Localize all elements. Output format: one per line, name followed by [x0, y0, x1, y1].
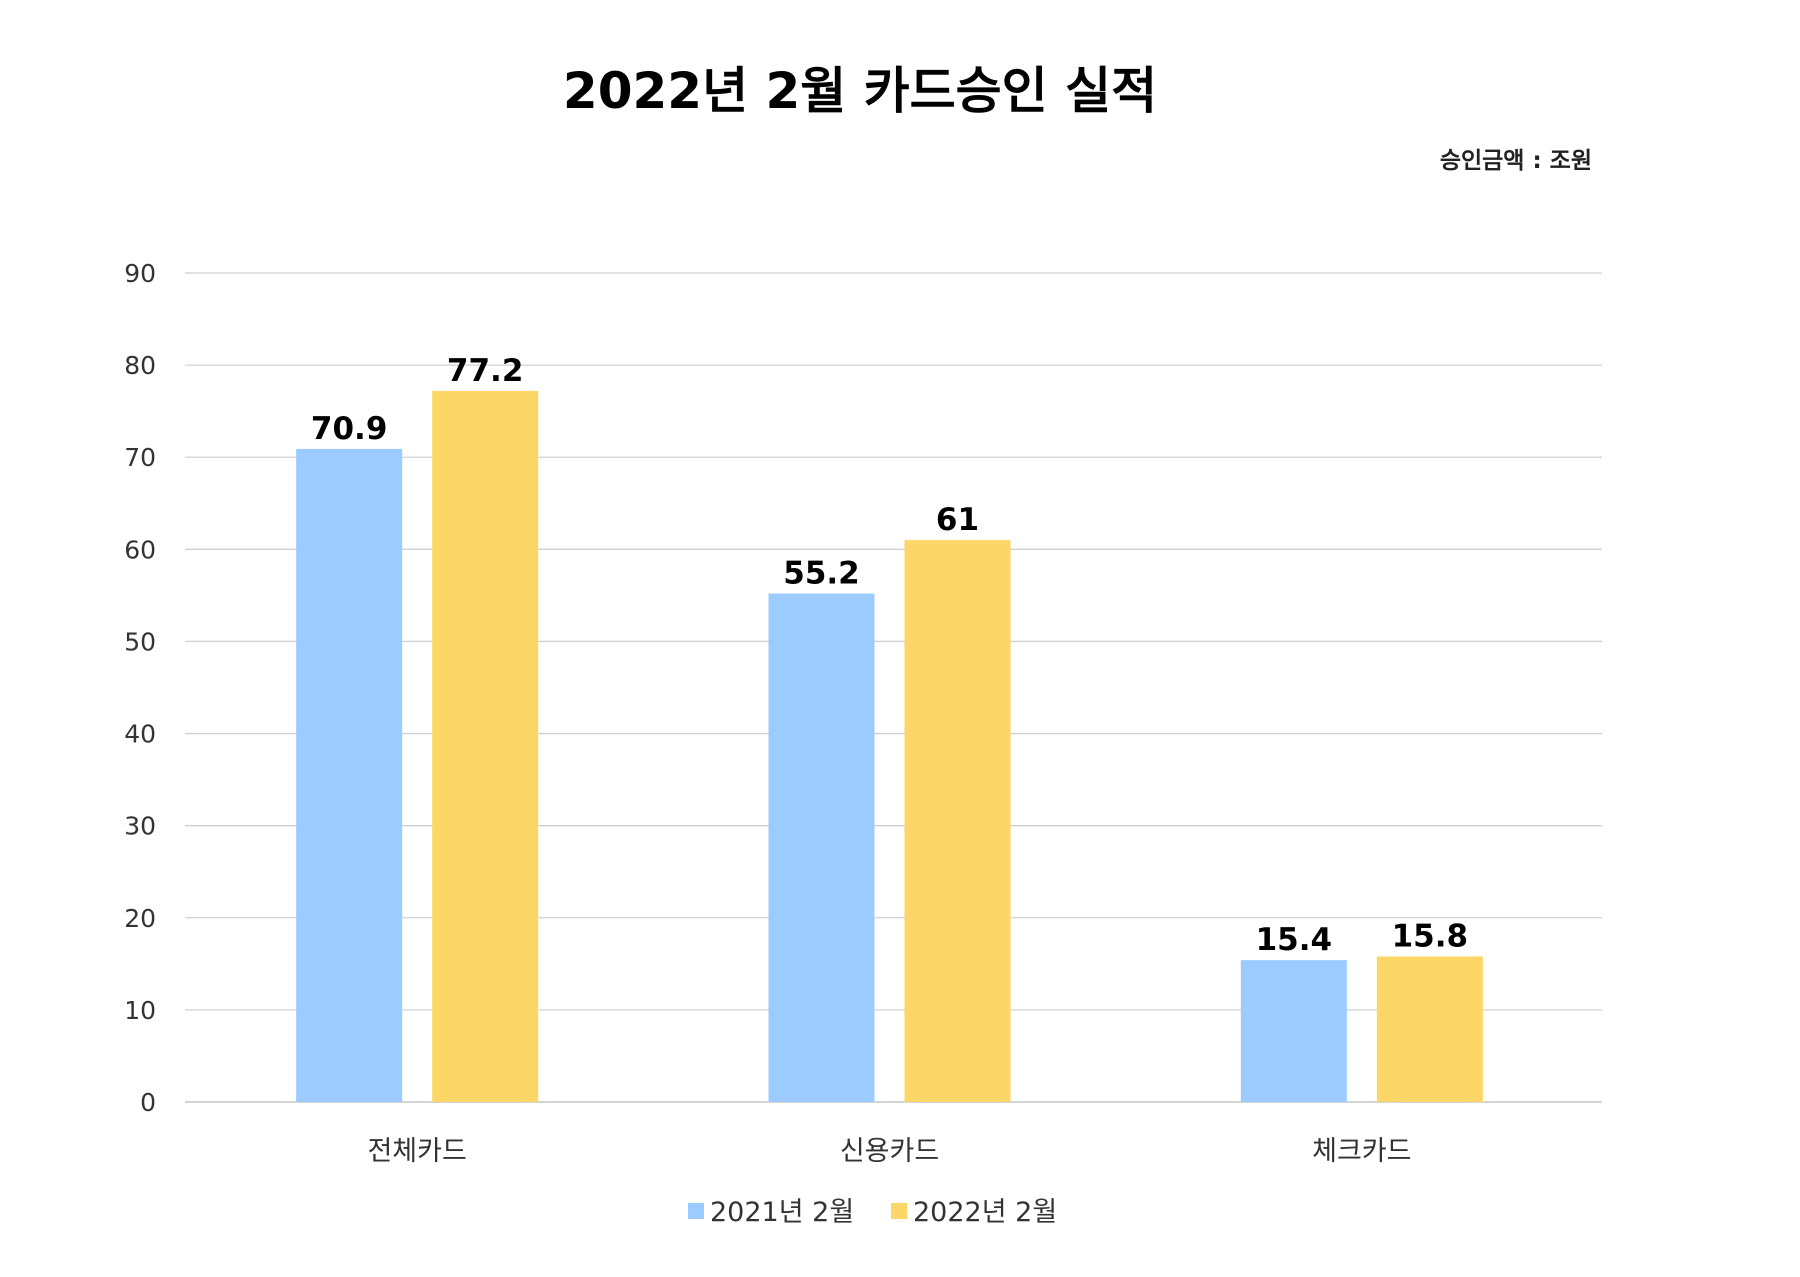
x-tick-label: 신용카드: [840, 1136, 939, 1167]
data-label: 55.2: [783, 556, 860, 592]
bar: [432, 390, 539, 1102]
y-tick-label: 20: [124, 904, 156, 933]
y-tick-label: 90: [124, 259, 156, 288]
y-tick-label: 50: [124, 627, 156, 656]
y-tick-label: 80: [124, 351, 156, 380]
unit-label: 승인금액 : 조원: [1440, 148, 1592, 174]
bar: [1240, 960, 1347, 1102]
bar: [904, 540, 1011, 1102]
chart-title: 2022년 2월 카드승인 실적: [563, 62, 1157, 120]
x-tick-label: 전체카드: [367, 1136, 466, 1167]
x-tick-label: 체크카드: [1312, 1136, 1411, 1167]
legend-swatch: [688, 1203, 704, 1219]
y-tick-label: 70: [124, 443, 156, 472]
y-tick-label: 60: [124, 535, 156, 564]
legend: 2021년 2월 2022년 2월: [688, 1197, 1057, 1228]
y-tick-label: 40: [124, 720, 156, 749]
data-label: 61: [936, 502, 979, 538]
y-tick-label: 0: [140, 1088, 156, 1117]
legend-label: 2022년 2월: [913, 1197, 1057, 1228]
legend-label: 2021년 2월: [710, 1197, 854, 1228]
bar: [1376, 956, 1483, 1102]
y-tick-label: 10: [124, 996, 156, 1025]
data-label: 15.4: [1256, 922, 1333, 958]
data-label: 15.8: [1392, 918, 1469, 954]
legend-swatch: [891, 1203, 907, 1219]
bar: [296, 448, 403, 1102]
y-tick-label: 30: [124, 812, 156, 841]
bar: [768, 593, 875, 1102]
data-label: 70.9: [311, 411, 388, 447]
data-label: 77.2: [447, 353, 524, 389]
